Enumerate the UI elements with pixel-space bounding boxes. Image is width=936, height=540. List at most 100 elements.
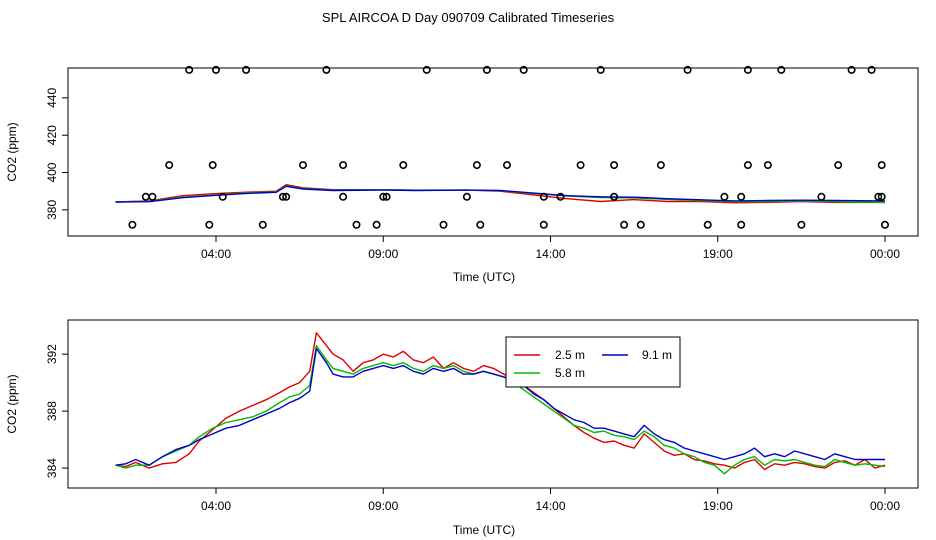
- y-tick-label: 420: [45, 125, 59, 145]
- calibration-point: [743, 161, 752, 170]
- calibration-point: [165, 161, 174, 170]
- series-line: [115, 347, 885, 466]
- calibration-point: [482, 65, 491, 74]
- calibration-point: [128, 220, 137, 229]
- y-axis-label-bottom: CO2 (ppm): [5, 374, 19, 433]
- calibration-point: [737, 192, 746, 201]
- calibration-point: [620, 220, 629, 229]
- y-tick-label: 384: [45, 458, 59, 478]
- calibration-point: [372, 220, 381, 229]
- series-line: [115, 185, 886, 203]
- calibration-point: [867, 65, 876, 74]
- calibration-point: [185, 65, 194, 74]
- y-tick-label: 380: [45, 200, 59, 220]
- calibration-point: [208, 161, 217, 170]
- calibration-point: [877, 192, 886, 201]
- x-tick-label: 09:00: [368, 499, 398, 513]
- calibration-point: [847, 65, 856, 74]
- calibration-points: [128, 65, 889, 229]
- series-bottom: [115, 332, 886, 475]
- calibration-point: [148, 192, 157, 201]
- calibration-point: [382, 192, 391, 201]
- calibration-point: [683, 65, 692, 74]
- x-tick-label: 14:00: [535, 499, 565, 513]
- y-tick-label: 440: [45, 88, 59, 108]
- calibration-point: [737, 220, 746, 229]
- y-tick-label: 388: [45, 401, 59, 421]
- calibration-point: [539, 220, 548, 229]
- x-tick-label: 09:00: [368, 247, 398, 261]
- calibration-point: [278, 192, 287, 201]
- calibration-point: [462, 192, 471, 201]
- calibration-point: [834, 161, 843, 170]
- calibration-point: [476, 220, 485, 229]
- calibration-point: [282, 192, 291, 201]
- series-top: [115, 183, 886, 204]
- x-tick-label: 00:00: [870, 247, 900, 261]
- calibration-point: [596, 65, 605, 74]
- legend-label-2.5m: 2.5 m: [555, 348, 585, 362]
- legend-label-5.8m: 5.8 m: [555, 366, 585, 380]
- x-axis-label-top: Time (UTC): [453, 270, 515, 284]
- calibration-point: [763, 161, 772, 170]
- x-tick-label: 04:00: [201, 499, 231, 513]
- plot-frame-bottom: [67, 319, 919, 489]
- series-line: [115, 332, 886, 471]
- calibration-point: [636, 220, 645, 229]
- calibration-point: [720, 192, 729, 201]
- y-ticks-bottom: 384 388 392: [45, 344, 68, 478]
- x-tick-label: 19:00: [703, 499, 733, 513]
- y-tick-label: 400: [45, 162, 59, 182]
- calibration-point: [797, 220, 806, 229]
- calibration-point: [439, 220, 448, 229]
- calibration-point: [472, 161, 481, 170]
- panel-bottom: 04:00 09:00 14:00 19:00 00:00 384 388 392 Time…: [5, 319, 919, 537]
- calibration-point: [422, 65, 431, 74]
- calibration-point: [874, 192, 883, 201]
- x-tick-label: 04:00: [201, 247, 231, 261]
- calibration-point: [817, 192, 826, 201]
- y-tick-label: 392: [45, 344, 59, 364]
- y-ticks-top: 380 400 420 440: [45, 88, 68, 220]
- y-axis-label-top: CO2 (ppm): [5, 122, 19, 181]
- x-tick-label: 19:00: [703, 247, 733, 261]
- calibration-point: [743, 65, 752, 74]
- calibration-point: [880, 220, 889, 229]
- legend-box: [505, 336, 681, 388]
- calibration-point: [258, 220, 267, 229]
- calibration-point: [519, 65, 528, 74]
- calibration-point: [576, 161, 585, 170]
- calibration-point: [242, 65, 251, 74]
- calibration-point: [539, 192, 548, 201]
- calibration-point: [777, 65, 786, 74]
- chart-title: SPL AIRCOA D Day 090709 Calibrated Times…: [322, 10, 615, 25]
- legend-label-9.1m: 9.1 m: [642, 348, 672, 362]
- calibration-point: [212, 65, 221, 74]
- calibration-point: [610, 161, 619, 170]
- x-ticks-bottom: 04:00 09:00 14:00 19:00 00:00: [201, 488, 900, 513]
- calibration-point: [502, 161, 511, 170]
- x-ticks-top: 04:00 09:00 14:00 19:00 00:00: [201, 236, 900, 261]
- x-axis-label-bottom: Time (UTC): [453, 523, 515, 537]
- plot-frame-top: [67, 67, 919, 237]
- x-tick-label: 00:00: [870, 499, 900, 513]
- panel-top: 04:00 09:00 14:00 19:00 00:00 380 400 420 440 T…: [5, 65, 919, 284]
- calibration-point: [352, 220, 361, 229]
- x-tick-label: 14:00: [535, 247, 565, 261]
- calibration-point: [205, 220, 214, 229]
- calibration-point: [141, 192, 150, 201]
- calibration-point: [556, 192, 565, 201]
- calibration-point: [656, 161, 665, 170]
- calibration-point: [339, 192, 348, 201]
- calibration-point: [877, 161, 886, 170]
- calibration-point: [298, 161, 307, 170]
- legend: 2.5 m 5.8 m 9.1 m: [505, 336, 681, 388]
- calibration-point: [379, 192, 388, 201]
- calibration-point: [339, 161, 348, 170]
- calibration-point: [322, 65, 331, 74]
- calibration-point: [399, 161, 408, 170]
- calibration-point: [610, 192, 619, 201]
- calibration-point: [703, 220, 712, 229]
- calibration-point: [218, 192, 227, 201]
